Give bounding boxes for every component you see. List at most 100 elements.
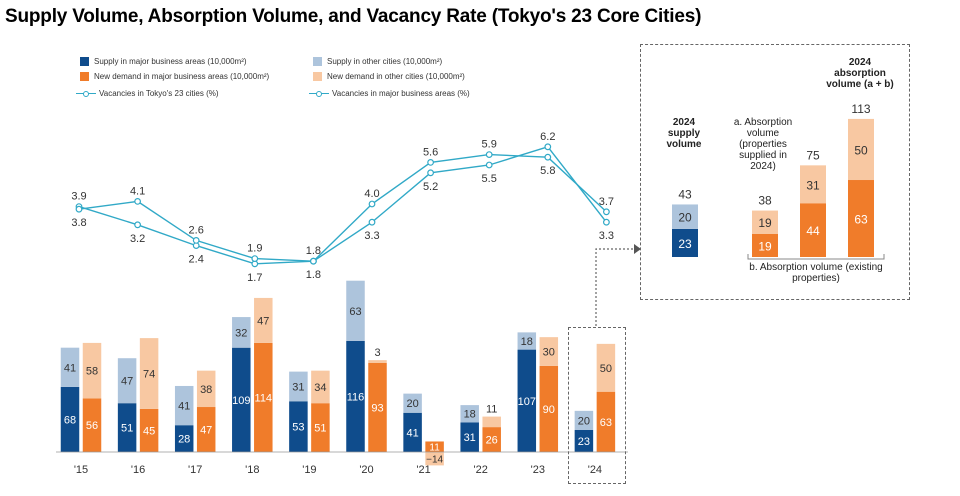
label-demand-major: 90 [543, 404, 555, 416]
label-demand-major: 47 [200, 425, 212, 437]
inset-label-absorption-b-total: 75 [806, 148, 820, 162]
inset-label-absorption-total-total: 113 [851, 102, 870, 116]
bar-supply-major [117, 403, 137, 452]
label-supply-major: 31 [464, 432, 476, 444]
bar-demand-major [196, 407, 216, 452]
label-vacancy-upper: 1.9 [247, 243, 262, 255]
bar-demand-major [311, 403, 330, 452]
label-supply-major: 28 [178, 434, 190, 446]
inset-label-absorption-a-bottom: 19 [758, 239, 772, 253]
inset-label-supply-bottom: 23 [678, 237, 692, 251]
inset-bracket-absorption-b [747, 254, 885, 260]
bar-supply-other [346, 280, 365, 341]
bar-demand-other [311, 370, 330, 404]
bar-demand-other [482, 416, 501, 428]
inset-bar-absorption-total-top [848, 118, 874, 181]
x-tick-label: '20 [359, 464, 373, 476]
label-vacancy-lower: 5.2 [423, 181, 438, 193]
bar-supply-major [232, 347, 251, 452]
point-vacancy-23-cities [427, 169, 435, 177]
point-vacancy-major-areas [603, 208, 610, 216]
x-tick-label: '17 [188, 464, 202, 476]
legend-label-supply-other: Supply in other cities (10,000m²) [327, 57, 443, 66]
point-vacancy-major-areas [251, 255, 259, 263]
connector-arrowhead [634, 244, 641, 254]
bar-supply-other [60, 347, 80, 387]
connector-dotted-line [595, 248, 634, 326]
legend-demand-other: New demand in other cities (10,000m²) [313, 72, 465, 81]
inset-label-absorption-a-total: 38 [758, 194, 772, 208]
label-supply-major: 23 [578, 436, 590, 448]
legend-demand-major: New demand in major business areas (10,0… [80, 72, 269, 81]
label-supply-other: 18 [464, 409, 476, 421]
label-vacancy-lower: 2.4 [189, 254, 204, 266]
label-demand-other: 34 [314, 382, 326, 394]
point-vacancy-23-cities [134, 221, 142, 229]
legend-line-vacancy-23 [76, 89, 96, 98]
inset-supply-header: 2024 supply volume [666, 117, 702, 150]
bar-supply-major [174, 425, 194, 452]
legend-swatch-demand-major [80, 72, 89, 81]
label-demand-major: 93 [371, 402, 383, 414]
bar-supply-other [403, 393, 422, 413]
label-supply-other: 20 [578, 415, 590, 427]
label-vacancy-upper: 6.2 [540, 131, 555, 143]
legend-line-vacancy-major [309, 89, 329, 98]
inset-bar-absorption-a-bottom [752, 233, 778, 257]
bar-demand-other [368, 360, 387, 363]
inset-absorption-total-label: 2024 absorption volume (a + b) [826, 57, 894, 90]
x-tick-label: '19 [302, 464, 316, 476]
label-supply-other: 31 [292, 381, 304, 393]
inset-bar-absorption-b-bottom [800, 203, 826, 257]
inset-bar-absorption-b-top [800, 165, 826, 204]
x-tick-label: '18 [245, 464, 259, 476]
legend-supply-major: Supply in major business areas (10,000m²… [80, 57, 247, 66]
label-vacancy-lower: 1.7 [247, 272, 262, 284]
point-vacancy-major-areas [192, 236, 200, 244]
label-vacancy-upper: 5.6 [423, 146, 438, 158]
legend-vacancy-23: Vacancies in Tokyo's 23 cities (%) [76, 89, 219, 98]
label-supply-major: 116 [347, 391, 365, 403]
point-vacancy-major-areas [368, 200, 376, 208]
bar-demand-other [82, 342, 102, 399]
point-vacancy-major-areas [310, 257, 317, 265]
bar-supply-other [232, 317, 251, 348]
point-vacancy-major-areas [544, 153, 552, 161]
legend-label-supply-major: Supply in major business areas (10,000m²… [94, 57, 247, 66]
label-vacancy-upper: 5.9 [482, 139, 497, 151]
label-vacancy-upper: 4.0 [364, 188, 379, 200]
bar-demand-major [539, 365, 559, 452]
inset-label-absorption-total-bottom: 63 [854, 213, 868, 227]
point-vacancy-23-cities [603, 218, 610, 226]
label-supply-major: 68 [64, 414, 76, 426]
label-vacancy-lower: 5.8 [540, 165, 555, 177]
bar-demand-major [82, 398, 102, 452]
inset-absorption-a-label: a. Absorption volume (properties supplie… [733, 117, 793, 172]
point-vacancy-major-areas [75, 205, 83, 213]
label-demand-other: 47 [257, 315, 269, 327]
bar-supply-major [574, 429, 594, 452]
point-vacancy-major-areas [485, 151, 493, 159]
label-vacancy-upper: 4.1 [130, 185, 145, 197]
bar-supply-other [289, 371, 308, 402]
label-vacancy-lower: 1.8 [306, 269, 321, 281]
label-demand-other: 74 [143, 369, 155, 381]
label-demand-major: 26 [486, 435, 498, 447]
bar-supply-other [460, 405, 479, 423]
label-demand-major: 63 [600, 417, 612, 429]
label-demand-other: 30 [543, 347, 555, 359]
bar-demand-major [139, 408, 159, 452]
bar-demand-other [254, 297, 273, 343]
label-vacancy-upper: 2.6 [189, 224, 204, 236]
inset-label-absorption-a-top: 19 [758, 216, 772, 230]
inset-label-supply-top: 20 [678, 211, 692, 225]
x-tick-label: '21 [416, 464, 430, 476]
highlight-2024-box [568, 327, 626, 484]
label-vacancy-lower: 3.2 [130, 233, 145, 245]
label-demand-major: 51 [314, 423, 326, 435]
bar-supply-major [460, 422, 479, 452]
label-supply-other: 18 [521, 336, 533, 348]
bar-supply-major [517, 349, 537, 452]
